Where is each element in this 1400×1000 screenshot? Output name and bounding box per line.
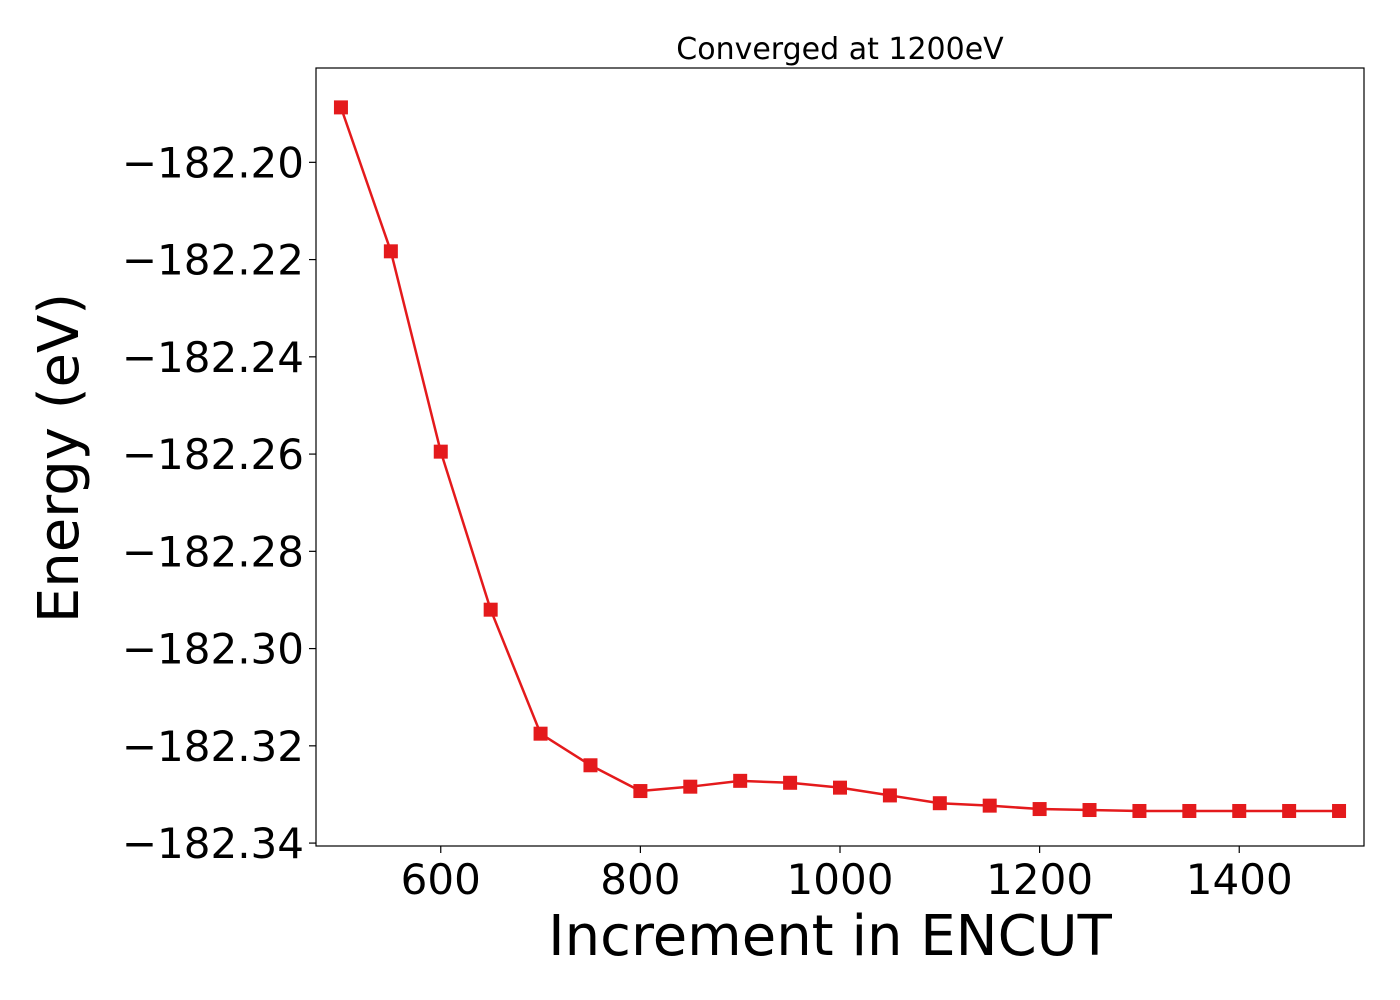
data-point-marker	[533, 726, 548, 741]
y-tick-label: −182.30	[122, 625, 304, 674]
x-tick-label: 1000	[787, 855, 894, 904]
y-tick-label: −182.32	[122, 722, 304, 771]
data-point-marker	[583, 758, 598, 773]
data-point-marker	[333, 100, 348, 115]
x-tick-label: 1400	[1186, 855, 1293, 904]
y-tick-label: −182.28	[122, 527, 304, 576]
x-tick-label: 1200	[986, 855, 1093, 904]
data-point-marker	[783, 775, 798, 790]
data-point-marker	[1032, 802, 1047, 817]
x-tick-label: 600	[401, 855, 481, 904]
y-tick-label: −182.26	[122, 430, 304, 479]
y-tick-label: −182.20	[122, 138, 304, 187]
data-point-marker	[633, 784, 648, 799]
data-point-marker	[1232, 803, 1247, 818]
data-point-marker	[1182, 803, 1197, 818]
data-point-marker	[733, 773, 748, 788]
plot-frame	[315, 67, 1365, 847]
x-axis-label: Increment in ENCUT	[548, 904, 1113, 969]
data-point-marker	[1132, 803, 1147, 818]
chart-title: Converged at 1200eV	[676, 32, 1004, 67]
x-tick-label: 800	[600, 855, 680, 904]
series-line	[339, 106, 1340, 813]
y-tick-label: −182.34	[122, 819, 304, 868]
data-point-marker	[932, 796, 947, 811]
plot-layer: 600 800 1000 1200 1400 −182.20 −182.22 −182.24 −…	[122, 67, 1365, 904]
y-tick-label: −182.24	[122, 333, 304, 382]
data-point-marker	[833, 780, 847, 795]
data-point-marker	[1282, 803, 1297, 818]
data-point-marker	[982, 798, 997, 813]
data-point-marker	[483, 602, 498, 617]
data-point-marker	[433, 444, 448, 459]
data-point-marker	[1332, 803, 1347, 818]
data-point-marker	[882, 788, 897, 803]
data-point-marker	[683, 779, 698, 794]
data-point-marker	[1082, 803, 1097, 818]
y-tick-label: −182.22	[122, 236, 304, 285]
y-axis-label: Energy (eV)	[27, 293, 92, 623]
data-point-marker	[383, 244, 398, 259]
